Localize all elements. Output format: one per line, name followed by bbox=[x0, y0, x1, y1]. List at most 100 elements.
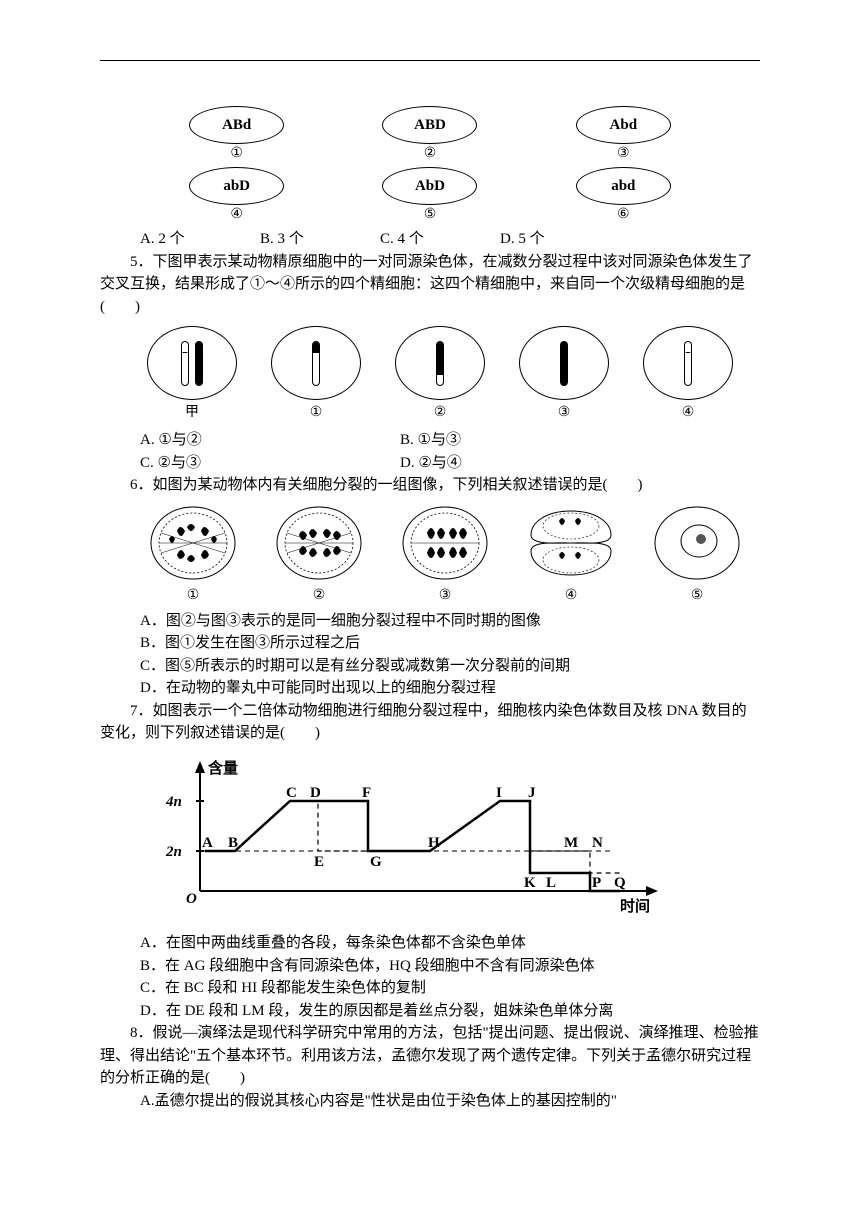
cell-label: ③ bbox=[439, 585, 452, 606]
svg-text:E: E bbox=[314, 854, 324, 870]
option-a: A. ①与② bbox=[140, 429, 400, 452]
option-c: C. ②与③ bbox=[140, 452, 400, 475]
svg-text:C: C bbox=[286, 785, 297, 801]
ellipse: abd bbox=[576, 167, 671, 205]
svg-text:F: F bbox=[362, 785, 371, 801]
cell-diagram-icon bbox=[651, 505, 743, 583]
ellipse-label: ① bbox=[230, 143, 243, 164]
ellipse: AbD bbox=[382, 167, 477, 205]
q5-cell-3: ③ bbox=[519, 326, 609, 423]
q7-option-d: D．在 DE 段和 LM 段，发生的原因都是着丝点分裂，姐妹染色单体分离 bbox=[90, 1000, 770, 1023]
cell-label: ④ bbox=[565, 585, 578, 606]
cell-outline bbox=[147, 326, 237, 400]
y-axis-label: 含量 bbox=[208, 759, 238, 777]
option-b: B. 3 个 bbox=[260, 228, 380, 251]
svg-text:L: L bbox=[546, 875, 556, 891]
q4-cell-2: ABD ② bbox=[355, 106, 505, 164]
svg-text:D: D bbox=[310, 785, 321, 801]
chromosome-icon bbox=[684, 341, 692, 386]
cell-label: ② bbox=[434, 402, 447, 423]
q7-option-c: C．在 BC 段和 HI 段都能发生染色体的复制 bbox=[90, 977, 770, 1000]
q8-text: 8．假说—演绎法是现代科学研究中常用的方法，包括"提出问题、提出假说、演绎推理、… bbox=[90, 1022, 770, 1090]
ellipse: ABd bbox=[189, 106, 284, 144]
q5-cell-row: 甲 ① ② ③ ④ bbox=[130, 326, 750, 423]
svg-text:4n: 4n bbox=[165, 794, 182, 810]
q5-cell-1: ① bbox=[271, 326, 361, 423]
q5-cell-2: ② bbox=[395, 326, 485, 423]
chromosome-icon bbox=[312, 341, 320, 386]
cell-label: ⑤ bbox=[691, 585, 704, 606]
ellipse: ABD bbox=[382, 106, 477, 144]
option-d: D. ②与④ bbox=[400, 452, 660, 475]
ellipse: abD bbox=[189, 167, 284, 205]
ellipse-label: ④ bbox=[230, 204, 243, 225]
ellipse-label: ⑤ bbox=[424, 204, 437, 225]
cell-diagram-icon bbox=[273, 505, 365, 583]
chromosome-icon bbox=[195, 341, 203, 386]
svg-text:Q: Q bbox=[614, 875, 626, 891]
chromosome-icon bbox=[560, 341, 568, 386]
q4-cell-3: Abd ③ bbox=[548, 106, 698, 164]
q5-text: 5．下图甲表示某动物精原细胞中的一对同源染色体，在减数分裂过程中该对同源染色体发… bbox=[90, 251, 770, 319]
svg-text:H: H bbox=[428, 835, 440, 851]
option-a: A. 2 个 bbox=[140, 228, 260, 251]
svg-text:2n: 2n bbox=[165, 844, 182, 860]
chromosome-icon bbox=[436, 341, 444, 386]
x-axis-label: 时间 bbox=[620, 897, 650, 915]
svg-text:I: I bbox=[496, 785, 502, 801]
svg-text:O: O bbox=[186, 891, 197, 907]
chromosome-icon bbox=[181, 341, 189, 386]
q4-cell-1: ABd ① bbox=[162, 106, 312, 164]
ellipse-label: ③ bbox=[617, 143, 630, 164]
option-c: C. 4 个 bbox=[380, 228, 500, 251]
q6-text: 6．如图为某动物体内有关细胞分裂的一组图像，下列相关叙述错误的是( ) bbox=[90, 474, 770, 497]
q6-cell-2: ② bbox=[271, 505, 367, 606]
q8-option-a: A.孟德尔提出的假说其核心内容是"性状是由位于染色体上的基因控制的" bbox=[90, 1090, 770, 1113]
q7-option-a: A．在图中两曲线重叠的各段，每条染色体都不含染色单体 bbox=[90, 932, 770, 955]
q4-cell-5: AbD ⑤ bbox=[355, 167, 505, 225]
cell-label: ③ bbox=[558, 402, 571, 423]
page-rule bbox=[100, 60, 760, 61]
cell-outline bbox=[519, 326, 609, 400]
svg-text:G: G bbox=[370, 854, 382, 870]
ellipse: Abd bbox=[576, 106, 671, 144]
svg-text:M: M bbox=[564, 835, 578, 851]
q6-option-a: A．图②与图③表示的是同一细胞分裂过程中不同时期的图像 bbox=[90, 610, 770, 633]
q5-options-row1: A. ①与② B. ①与③ bbox=[90, 429, 770, 452]
q7-chart: 含量 时间 4n 2n O A B C D E F G H I J K L M … bbox=[150, 751, 770, 929]
svg-text:A: A bbox=[202, 835, 213, 851]
q6-cell-3: ③ bbox=[397, 505, 493, 606]
svg-text:P: P bbox=[592, 875, 601, 891]
q5-cell-4: ④ bbox=[643, 326, 733, 423]
cell-outline bbox=[395, 326, 485, 400]
q4-cell-4: abD ④ bbox=[162, 167, 312, 225]
cell-outline bbox=[643, 326, 733, 400]
q6-cell-5: ⑤ bbox=[649, 505, 745, 606]
q6-cell-row: ① ② bbox=[130, 505, 760, 606]
q7-text: 7．如图表示一个二倍体动物细胞进行细胞分裂过程中，细胞核内染色体数目及核 DNA… bbox=[90, 700, 770, 745]
q6-option-c: C．图⑤所表示的时期可以是有丝分裂或减数第一次分裂前的间期 bbox=[90, 655, 770, 678]
q4-ellipse-row-1: ABd ① ABD ② Abd ③ bbox=[140, 106, 720, 164]
q7-option-b: B．在 AG 段细胞中含有同源染色体，HQ 段细胞中不含有同源染色体 bbox=[90, 955, 770, 978]
q4-cell-6: abd ⑥ bbox=[548, 167, 698, 225]
svg-text:N: N bbox=[592, 835, 603, 851]
option-d: D. 5 个 bbox=[500, 228, 620, 251]
ellipse-label: ⑥ bbox=[617, 204, 630, 225]
svg-text:K: K bbox=[524, 875, 536, 891]
cell-label: 甲 bbox=[185, 402, 199, 423]
svg-text:B: B bbox=[228, 835, 238, 851]
q6-cell-4: ④ bbox=[523, 505, 619, 606]
ellipse-label: ② bbox=[424, 143, 437, 164]
q6-option-b: B．图①发生在图③所示过程之后 bbox=[90, 632, 770, 655]
cell-outline bbox=[271, 326, 361, 400]
cell-diagram-icon bbox=[147, 505, 239, 583]
q6-option-d: D．在动物的睾丸中可能同时出现以上的细胞分裂过程 bbox=[90, 677, 770, 700]
cell-label: ① bbox=[310, 402, 323, 423]
cell-label: ② bbox=[313, 585, 326, 606]
q5-options-row2: C. ②与③ D. ②与④ bbox=[90, 452, 770, 475]
q4-options: A. 2 个 B. 3 个 C. 4 个 D. 5 个 bbox=[90, 228, 770, 251]
q4-ellipse-row-2: abD ④ AbD ⑤ abd ⑥ bbox=[140, 167, 720, 225]
cell-diagram-icon bbox=[525, 505, 617, 583]
cell-diagram-icon bbox=[399, 505, 491, 583]
cell-label: ① bbox=[187, 585, 200, 606]
